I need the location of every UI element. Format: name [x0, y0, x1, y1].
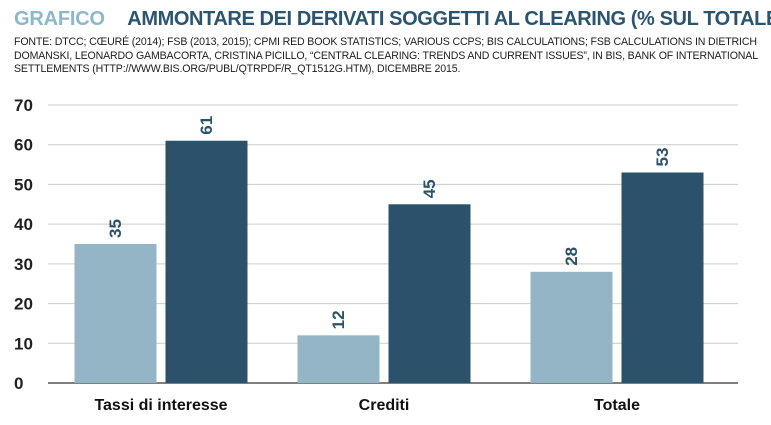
bar — [530, 271, 613, 383]
data-label: 53 — [653, 148, 672, 167]
category-label: Crediti — [359, 397, 410, 414]
bar — [621, 172, 704, 383]
chart-source: FONTE: DTCC; CŒURÉ (2014); FSB (2013, 20… — [14, 36, 758, 75]
data-label: 12 — [329, 310, 348, 329]
bars-layer — [74, 140, 704, 383]
y-tick-label: 50 — [14, 175, 33, 194]
y-tick-label: 20 — [14, 295, 33, 314]
chart-tag: GRAFICO — [14, 8, 105, 30]
labels-layer: 35 61 Tassi di interesse 12 45 Crediti 28 53 Tot… — [94, 116, 672, 414]
category-label: Tassi di interesse — [94, 397, 227, 414]
data-label: 28 — [562, 247, 581, 266]
y-tick-label: 0 — [14, 374, 23, 393]
title-line: GRAFICO AMMONTARE DEI DERIVATI SOGGETTI … — [14, 6, 771, 34]
bar — [74, 244, 157, 383]
chart-header: GRAFICO AMMONTARE DEI DERIVATI SOGGETTI … — [14, 6, 771, 77]
data-label: 45 — [420, 179, 439, 198]
y-tick-label: 40 — [14, 215, 33, 234]
bar — [165, 140, 248, 383]
y-tick-label: 30 — [14, 255, 33, 274]
data-label: 61 — [197, 116, 216, 135]
y-tick-label: 60 — [14, 136, 33, 155]
y-tick-label: 70 — [14, 96, 33, 115]
category-label: Totale — [594, 397, 640, 414]
bar — [297, 335, 380, 383]
chart-title: AMMONTARE DEI DERIVATI SOGGETTI AL CLEAR… — [127, 8, 771, 30]
y-tick-label: 10 — [14, 334, 33, 353]
data-label: 35 — [106, 219, 125, 238]
bar — [388, 204, 471, 383]
